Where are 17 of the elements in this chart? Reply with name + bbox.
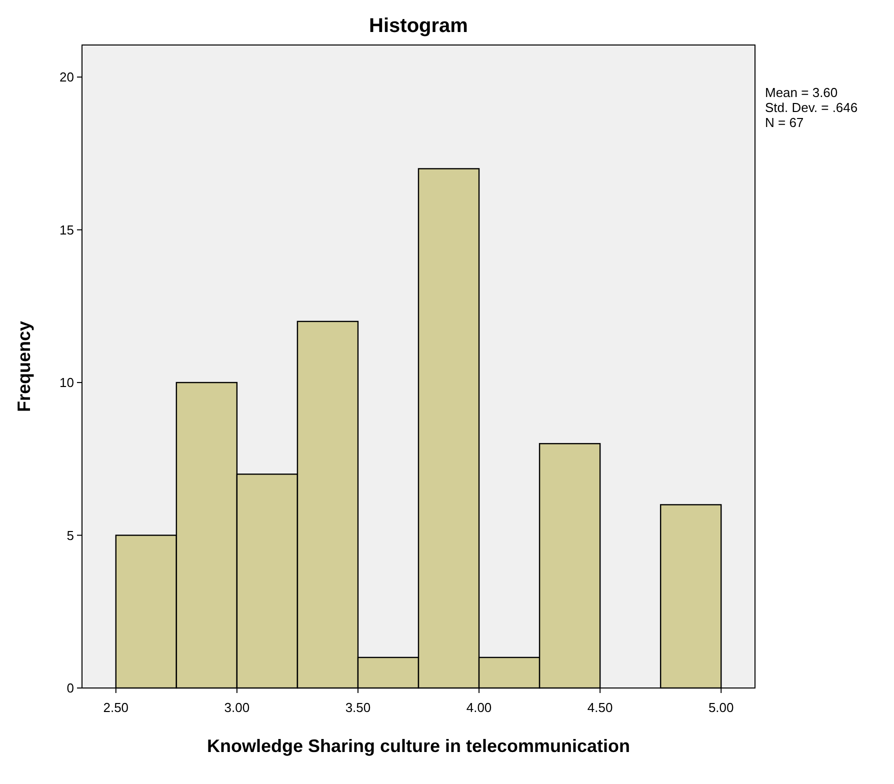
x-tick-label: 2.50 (103, 700, 129, 715)
y-tick-label: 0 (66, 680, 74, 696)
x-tick-label: 4.00 (466, 700, 492, 715)
x-tick-label: 5.00 (708, 700, 734, 715)
x-tick-label: 4.50 (587, 700, 613, 715)
x-tick-label: 3.50 (345, 700, 371, 715)
text: N = 67 (765, 115, 804, 130)
y-tick-label: 20 (60, 70, 74, 85)
chart-title: Histogram (369, 15, 468, 37)
x-axis-title: Knowledge Sharing culture in telecommunication (206, 736, 630, 756)
text: Mean = 3.60 (765, 85, 838, 100)
text: Std. Dev. = .646 (765, 100, 858, 115)
y-tick-label: 15 (60, 222, 74, 238)
y-tick-label: 5 (66, 528, 74, 543)
y-axis-title: Frequency (14, 320, 34, 412)
x-tick-label: 3.00 (224, 700, 250, 715)
y-tick-label: 10 (60, 375, 74, 390)
